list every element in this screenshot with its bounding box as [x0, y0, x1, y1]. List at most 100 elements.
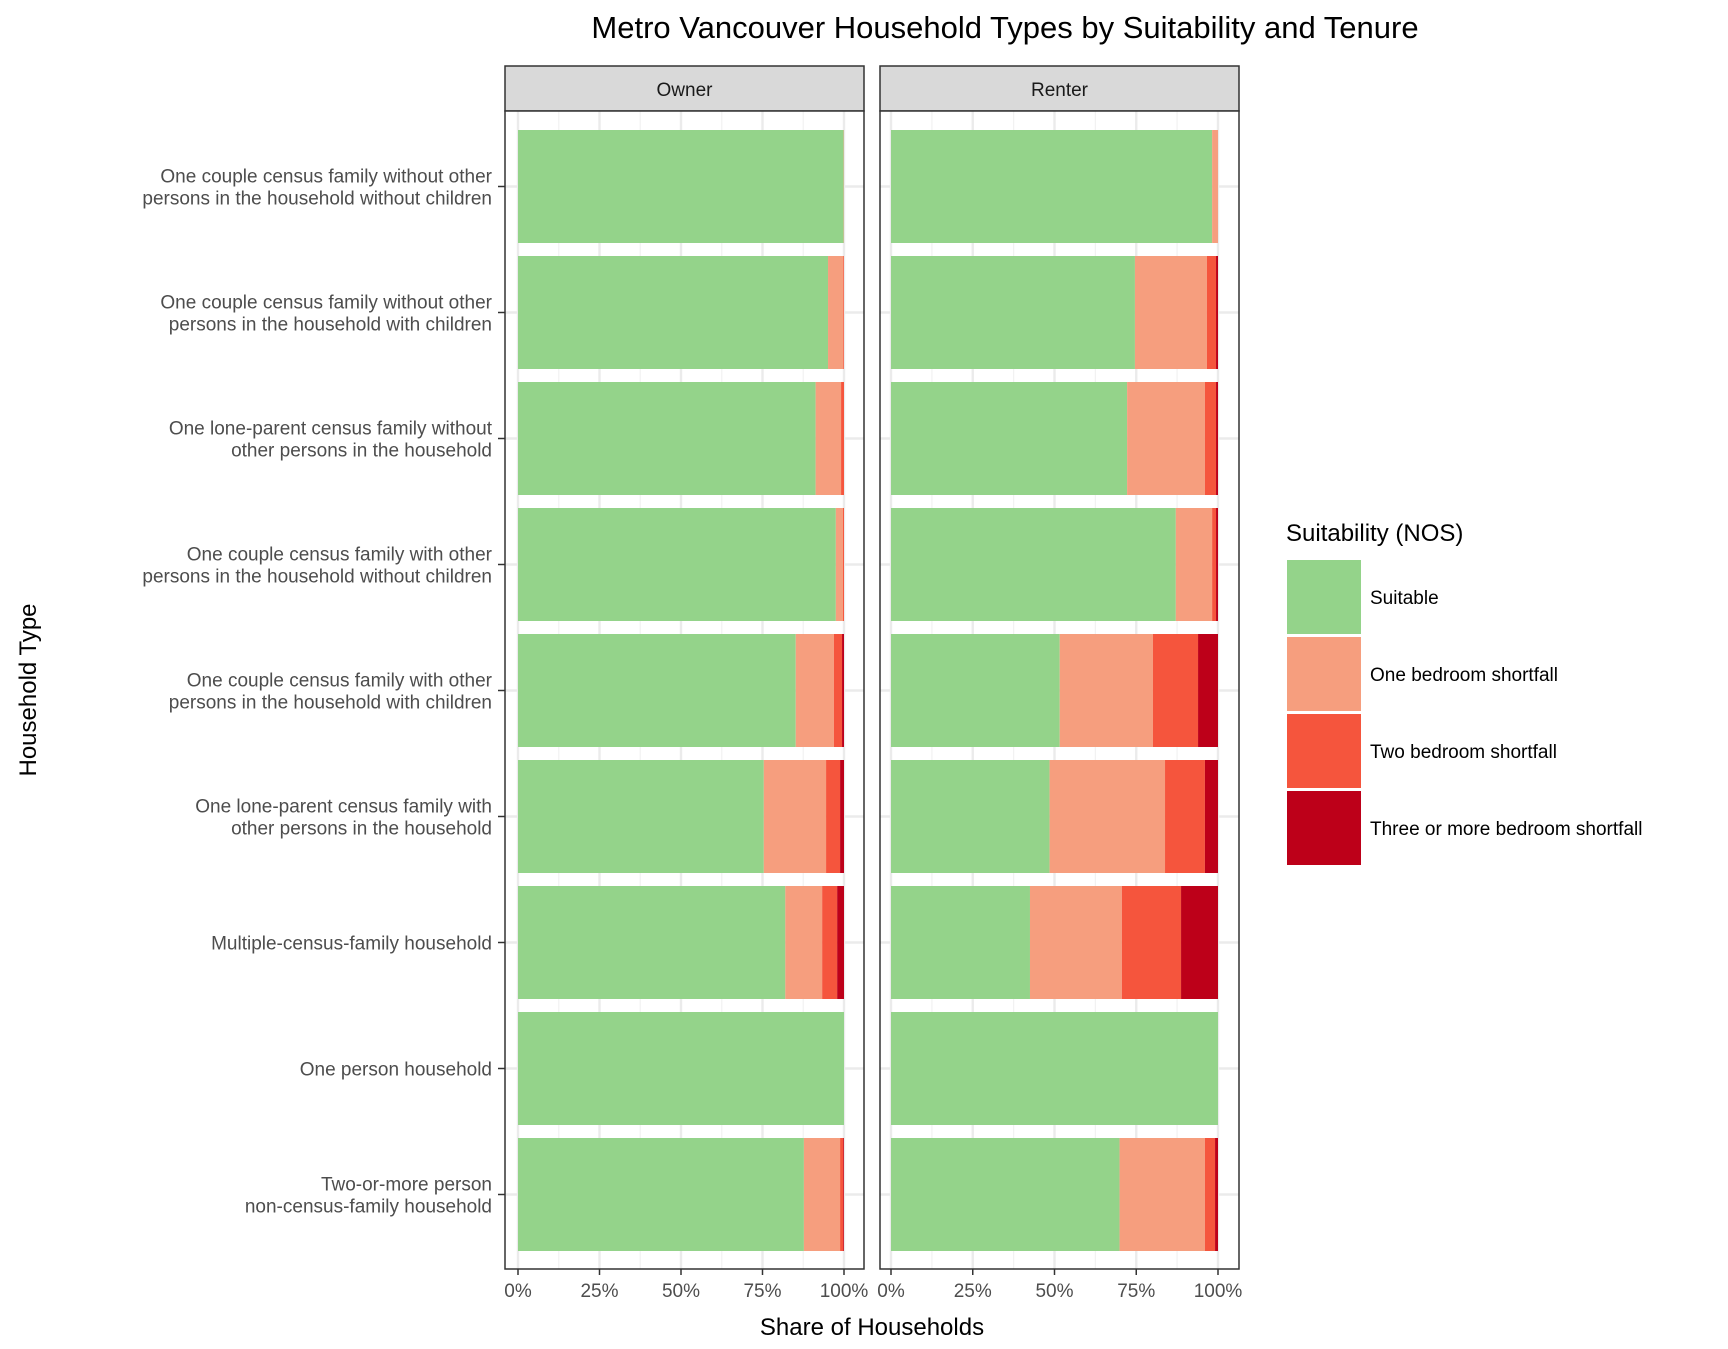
y-tick-label: One couple census family with other: [187, 671, 493, 692]
bar-segment-two-bedroom-shortfall: [1205, 382, 1216, 495]
bar-segment-suitable: [891, 1012, 1218, 1125]
y-tick-label: One person household: [300, 1060, 492, 1081]
bar-segment-three-or-more-bedroom-shortfall: [837, 886, 844, 999]
x-tick-label: 75%: [1117, 1281, 1155, 1302]
x-axis-title: Share of Households: [760, 1314, 984, 1341]
x-tick-label: 100%: [1194, 1281, 1243, 1302]
bar-segment-suitable: [518, 382, 816, 495]
bar-segment-one-bedroom-shortfall: [1050, 760, 1165, 873]
bar-segment-two-bedroom-shortfall: [841, 382, 844, 495]
facet-panel-renter: Renter 0% 25% 50% 75% 100%: [877, 66, 1242, 1302]
legend-label: Three or more bedroom shortfall: [1370, 819, 1642, 840]
legend-label: Suitable: [1370, 588, 1439, 609]
y-tick-label: persons in the household without childre…: [142, 567, 492, 588]
chart-title: Metro Vancouver Household Types by Suita…: [591, 10, 1418, 45]
legend-key-three-or-more-bedroom-shortfall: [1287, 791, 1361, 865]
y-tick-label: non-census-family household: [245, 1197, 492, 1218]
bar-segment-one-bedroom-shortfall: [1176, 508, 1212, 621]
legend-label: Two bedroom shortfall: [1370, 742, 1557, 763]
bar-segment-suitable: [891, 130, 1212, 243]
bar-segment-suitable: [518, 1138, 804, 1251]
bar-segment-two-bedroom-shortfall: [1212, 508, 1216, 621]
bar-segment-one-bedroom-shortfall: [785, 886, 822, 999]
bar-segment-one-bedroom-shortfall: [1135, 256, 1207, 369]
x-tick-label: 0%: [877, 1281, 905, 1302]
bar-segment-suitable: [891, 1138, 1120, 1251]
bar-segment-suitable: [518, 256, 828, 369]
legend-title: Suitability (NOS): [1286, 520, 1463, 547]
legend-key-suitable: [1287, 560, 1361, 634]
bar-segment-two-bedroom-shortfall: [1207, 256, 1216, 369]
x-tick-label: 50%: [662, 1281, 700, 1302]
facet-strip-label: Renter: [1031, 80, 1089, 101]
bar-segment-suitable: [891, 760, 1050, 873]
bar-segment-one-bedroom-shortfall: [1120, 1138, 1205, 1251]
y-tick-label: Multiple-census-family household: [211, 934, 492, 955]
legend-label: One bedroom shortfall: [1370, 665, 1558, 686]
bar-segment-one-bedroom-shortfall: [1127, 382, 1205, 495]
x-tick-label: 50%: [1035, 1281, 1073, 1302]
y-tick-label: One couple census family without other: [160, 167, 492, 188]
bar-segment-three-or-more-bedroom-shortfall: [840, 760, 844, 873]
bar-segment-suitable: [518, 634, 796, 747]
bar-segment-two-bedroom-shortfall: [1205, 1138, 1215, 1251]
y-axis-title: Household Type: [15, 603, 42, 776]
bar-segment-suitable: [891, 382, 1127, 495]
bar-segment-one-bedroom-shortfall: [804, 1138, 840, 1251]
y-tick-label: One couple census family without other: [160, 293, 492, 314]
legend: Suitability (NOS) Suitable One bedroom sh…: [1286, 520, 1642, 865]
bar-segment-suitable: [891, 886, 1030, 999]
bar-segment-two-bedroom-shortfall: [840, 1138, 843, 1251]
bar-segment-one-bedroom-shortfall: [764, 760, 826, 873]
bar-segment-one-bedroom-shortfall: [796, 634, 834, 747]
bar-segment-three-or-more-bedroom-shortfall: [842, 634, 844, 747]
bar-segment-two-bedroom-shortfall: [1122, 886, 1181, 999]
bar-segment-suitable: [891, 508, 1176, 621]
bar-segment-two-bedroom-shortfall: [843, 508, 844, 621]
y-tick-label: other persons in the household: [231, 819, 492, 840]
y-tick-label: One lone-parent census family with: [195, 797, 492, 818]
bar-segment-three-or-more-bedroom-shortfall: [1198, 634, 1218, 747]
legend-key-two-bedroom-shortfall: [1287, 714, 1361, 788]
x-tick-label: 0%: [504, 1281, 532, 1302]
facet-panel-owner: Owner 0% 25% 50% 75% 100%: [504, 66, 868, 1302]
bar-segment-three-or-more-bedroom-shortfall: [1216, 382, 1218, 495]
y-tick-label: persons in the household without childre…: [142, 189, 492, 210]
bar-segment-suitable: [518, 760, 764, 873]
y-tick-label: persons in the household with children: [169, 315, 492, 336]
bar-segment-one-bedroom-shortfall: [816, 382, 841, 495]
bar-segment-three-or-more-bedroom-shortfall: [1205, 760, 1218, 873]
bar-segment-three-or-more-bedroom-shortfall: [843, 1138, 844, 1251]
bar-segment-suitable: [518, 508, 836, 621]
x-tick-label: 25%: [954, 1281, 992, 1302]
bar-segment-one-bedroom-shortfall: [1030, 886, 1122, 999]
bar-segment-three-or-more-bedroom-shortfall: [1181, 886, 1218, 999]
bar-segment-two-bedroom-shortfall: [822, 886, 837, 999]
bar-segment-suitable: [891, 256, 1135, 369]
bar-segment-one-bedroom-shortfall: [836, 508, 843, 621]
bar-segment-three-or-more-bedroom-shortfall: [1216, 256, 1218, 369]
bar-segment-suitable: [518, 1012, 844, 1125]
bar-segment-two-bedroom-shortfall: [834, 634, 842, 747]
bar-segment-one-bedroom-shortfall: [1212, 130, 1218, 243]
x-tick-label: 25%: [580, 1281, 618, 1302]
bar-segment-suitable: [518, 886, 785, 999]
x-tick-label: 75%: [743, 1281, 781, 1302]
bar-segment-two-bedroom-shortfall: [1153, 634, 1198, 747]
y-tick-label: One couple census family with other: [187, 545, 493, 566]
bar-segment-one-bedroom-shortfall: [828, 256, 843, 369]
bar-segment-two-bedroom-shortfall: [826, 760, 840, 873]
facet-strip-label: Owner: [657, 80, 714, 101]
bar-segment-three-or-more-bedroom-shortfall: [1216, 508, 1218, 621]
legend-key-one-bedroom-shortfall: [1287, 637, 1361, 711]
y-tick-label: One lone-parent census family without: [169, 419, 493, 440]
bar-segment-suitable: [518, 130, 844, 243]
x-tick-label: 100%: [820, 1281, 869, 1302]
bar-segment-suitable: [891, 634, 1060, 747]
bar-segment-two-bedroom-shortfall: [843, 256, 844, 369]
y-tick-label: Two-or-more person: [321, 1175, 492, 1196]
bar-segment-two-bedroom-shortfall: [1165, 760, 1205, 873]
bar-segment-three-or-more-bedroom-shortfall: [1215, 1138, 1218, 1251]
y-tick-label: other persons in the household: [231, 441, 492, 462]
